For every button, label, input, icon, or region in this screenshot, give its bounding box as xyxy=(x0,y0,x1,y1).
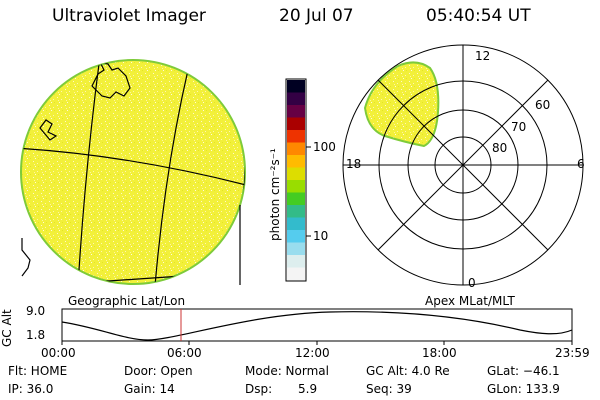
colorbar-unit-label: photon cm⁻²s⁻¹ xyxy=(268,148,282,241)
colorbar-segment xyxy=(287,180,305,193)
seq-readout: Seq: 39 xyxy=(366,382,412,396)
time-tick-0000: 00:00 xyxy=(41,346,76,360)
time-tick-2359: 23:59 xyxy=(555,346,590,360)
altitude-ytick-max: 9.0 xyxy=(26,304,46,318)
mlt-label-0: 0 xyxy=(468,276,476,290)
time-tick-1800: 18:00 xyxy=(422,346,457,360)
date-readout: 20 Jul 07 xyxy=(279,6,354,26)
colorbar-segment xyxy=(287,105,305,118)
colorbar-segment xyxy=(287,117,305,131)
colorbar-segment xyxy=(287,242,305,256)
left-panel-label: Geographic Lat/Lon xyxy=(68,294,186,308)
mlt-label-12: 12 xyxy=(475,49,491,63)
dsp-value: 5.9 xyxy=(298,382,318,396)
dsp-label: Dsp: xyxy=(245,382,273,396)
polar-plot xyxy=(342,44,584,286)
earth-disk xyxy=(20,59,246,285)
colorbar-segment xyxy=(287,92,305,106)
colorbar-segment xyxy=(287,230,305,243)
colorbar-segment xyxy=(287,142,305,156)
mlat-label-80: 80 xyxy=(492,141,508,155)
colorbar-segment xyxy=(287,80,305,93)
colorbar-segment xyxy=(287,255,305,268)
mlt-line-diag-2 xyxy=(377,79,549,251)
mlt-label-18: 18 xyxy=(346,157,362,171)
ip-readout: IP: 36.0 xyxy=(8,382,54,396)
colorbar-segment xyxy=(287,155,305,168)
colorbar-segment xyxy=(287,192,305,206)
app-title: Ultraviolet Imager xyxy=(52,6,206,26)
mlat-label-60: 60 xyxy=(535,98,551,112)
altitude-curve xyxy=(61,311,573,341)
mode-readout: Mode: Normal xyxy=(245,364,329,378)
door-readout: Door: Open xyxy=(124,364,193,378)
mlat-label-70: 70 xyxy=(511,120,527,134)
colorbar xyxy=(285,78,311,282)
time-tick-0600: 06:00 xyxy=(167,346,202,360)
colorbar-tick-10: 10 xyxy=(313,229,329,243)
time-readout: 05:40:54 UT xyxy=(426,6,531,26)
colorbar-segment xyxy=(287,205,305,218)
coastline-fragment xyxy=(21,205,241,285)
right-panel-label: Apex MLat/MLT xyxy=(425,294,515,308)
geographic-image xyxy=(20,59,246,285)
colorbar-segment xyxy=(287,267,305,281)
colorbar-tick-100: 100 xyxy=(313,140,336,154)
colorbar-segment xyxy=(287,217,305,231)
flt-readout: Flt: HOME xyxy=(8,364,68,378)
glon-readout: GLon: 133.9 xyxy=(487,382,560,396)
mlt-label-6: 6 xyxy=(577,157,585,171)
gain-readout: Gain: 14 xyxy=(124,382,175,396)
altitude-ylabel: GC Alt xyxy=(0,309,14,347)
glat-readout: GLat: −46.1 xyxy=(487,364,560,378)
altitude-plot xyxy=(61,308,573,345)
colorbar-segment xyxy=(287,130,305,143)
colorbar-segment xyxy=(287,167,305,181)
altitude-ytick-min: 1.8 xyxy=(26,328,46,342)
time-tick-1200: 12:00 xyxy=(295,346,330,360)
gc-alt-readout: GC Alt: 4.0 Re xyxy=(366,364,450,378)
